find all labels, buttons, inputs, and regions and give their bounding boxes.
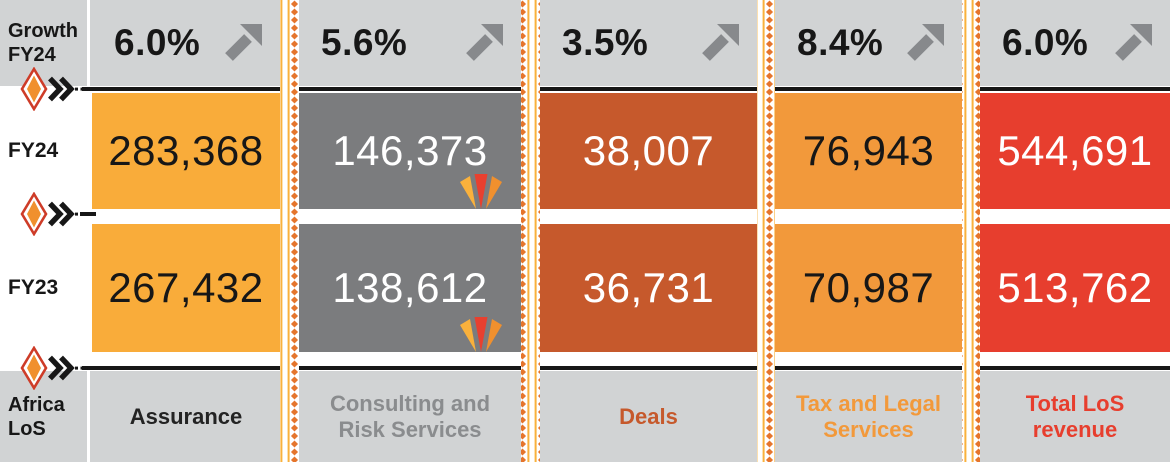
growth-value: 3.5% xyxy=(562,22,649,63)
column-label-text: Assurance xyxy=(129,403,243,429)
column-label-deals: Deals xyxy=(540,371,757,462)
fy24-cell-consulting: 146,373 xyxy=(299,93,521,209)
column-label-text: Tax and Legal Services xyxy=(795,390,942,442)
fy23-value: 138,612 xyxy=(332,264,488,311)
growth-cell-total: 6.0% xyxy=(980,0,1170,86)
growth-value: 8.4% xyxy=(797,22,884,63)
fy24-cell-assurance: 283,368 xyxy=(92,93,280,209)
rule-between-fy-rows xyxy=(80,212,96,216)
column-label-text: Consulting and Risk Services xyxy=(329,390,491,442)
growth-cell-assurance: 6.0% xyxy=(92,0,280,86)
fy24-value: 76,943 xyxy=(802,127,935,174)
rule-above-labels-row xyxy=(82,366,1170,370)
fy23-value: 36,731 xyxy=(582,264,715,311)
growth-cell-tax: 8.4% xyxy=(775,0,962,86)
fy24-cell-tax: 76,943 xyxy=(775,93,962,209)
fy24-value: 283,368 xyxy=(108,127,264,174)
fy24-cell-total: 544,691 xyxy=(980,93,1170,209)
growth-value: 6.0% xyxy=(114,22,201,63)
up-right-arrow-icon xyxy=(225,24,262,61)
growth-cell-consulting: 5.6% xyxy=(299,0,521,86)
growth-value: 5.6% xyxy=(321,22,408,63)
header-column-divider-top xyxy=(87,0,90,86)
header-column-divider-bottom xyxy=(87,371,90,462)
row-label-fy24: FY24 xyxy=(8,139,59,162)
column-label-text: Total LoS revenue xyxy=(1025,390,1125,442)
up-right-arrow-icon xyxy=(1115,24,1152,61)
fy23-cell-assurance: 267,432 xyxy=(92,224,280,352)
growth-cell-deals: 3.5% xyxy=(540,0,757,86)
fan-icon xyxy=(460,317,502,352)
rule-below-growth-row xyxy=(82,87,1170,91)
fy23-cell-total: 513,762 xyxy=(980,224,1170,352)
fy24-cell-deals: 38,007 xyxy=(540,93,757,209)
fan-icon xyxy=(460,174,502,209)
fy24-value: 146,373 xyxy=(332,127,488,174)
fy23-value: 267,432 xyxy=(108,264,264,311)
diamond-double-chevron-icon xyxy=(20,67,88,111)
row-label-africa-los: Africa LoS xyxy=(8,393,65,440)
fy23-cell-deals: 36,731 xyxy=(540,224,757,352)
column-label-total: Total LoS revenue xyxy=(980,371,1170,462)
growth-value: 6.0% xyxy=(1002,22,1089,63)
fy23-cell-tax: 70,987 xyxy=(775,224,962,352)
column-label-consulting: Consulting and Risk Services xyxy=(299,371,521,462)
diamond-double-chevron-icon xyxy=(20,192,88,236)
row-label-growth-fy24: Growth FY24 xyxy=(8,20,78,66)
fy24-value: 544,691 xyxy=(997,127,1153,174)
fy23-value: 70,987 xyxy=(802,264,935,311)
column-label-tax: Tax and Legal Services xyxy=(775,371,962,462)
diamond-double-chevron-icon xyxy=(20,346,88,390)
fy23-value: 513,762 xyxy=(997,264,1153,311)
row-label-fy23: FY23 xyxy=(8,276,59,299)
column-label-text: Deals xyxy=(619,403,678,429)
column-label-assurance: Assurance xyxy=(92,371,280,462)
fy24-value: 38,007 xyxy=(582,127,715,174)
up-right-arrow-icon xyxy=(466,24,503,61)
up-right-arrow-icon xyxy=(702,24,739,61)
up-right-arrow-icon xyxy=(907,24,944,61)
